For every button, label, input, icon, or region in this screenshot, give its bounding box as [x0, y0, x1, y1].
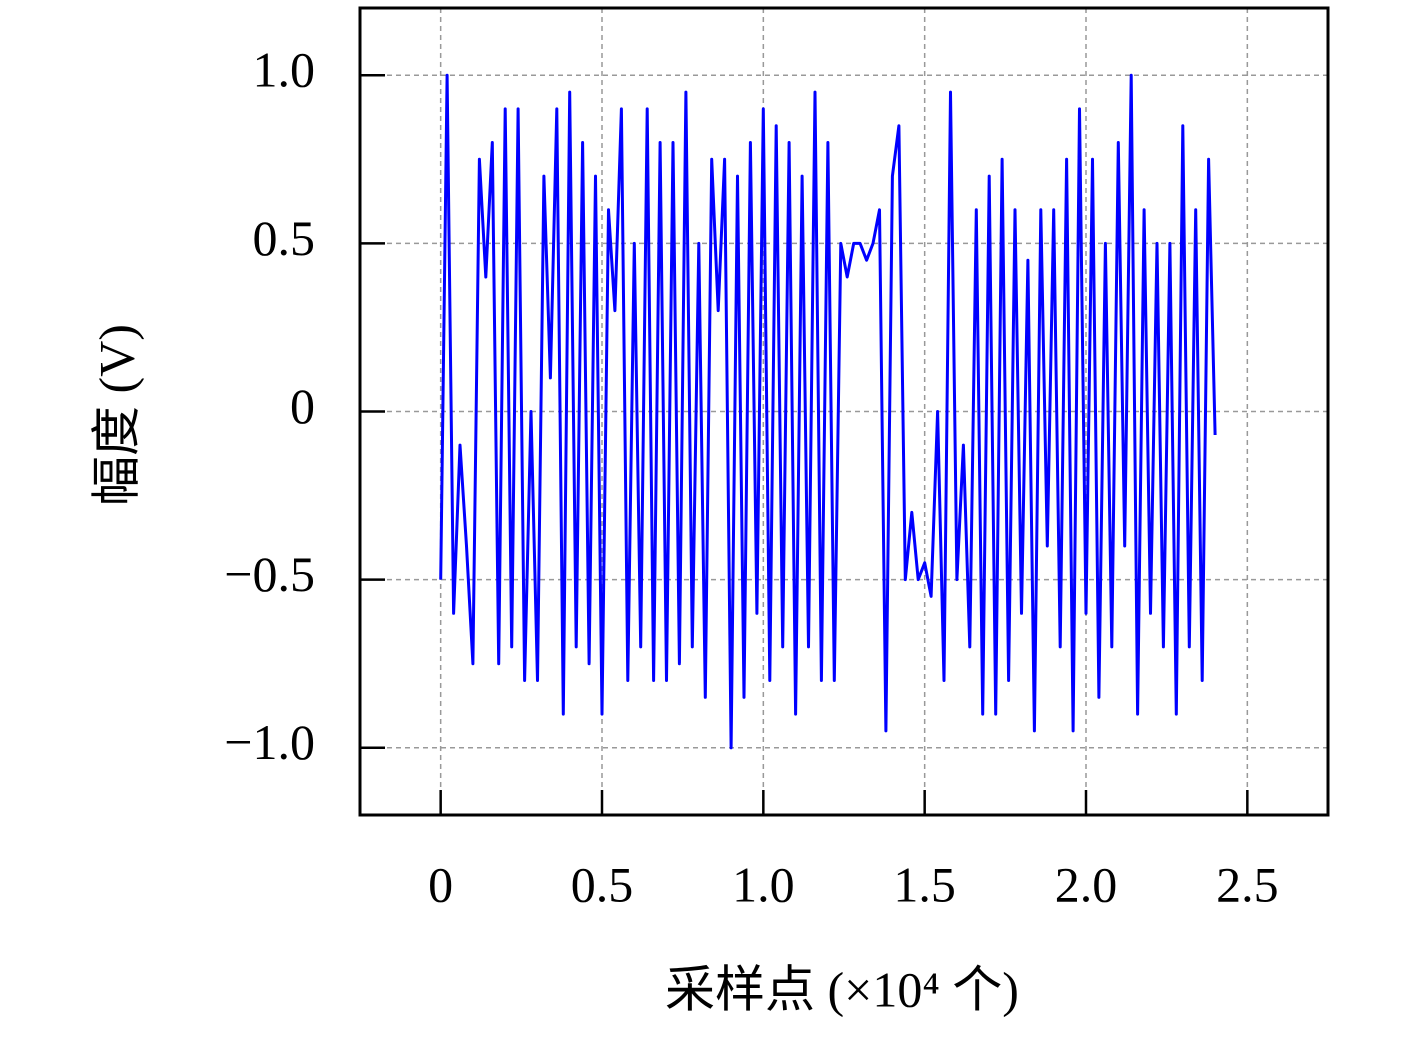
x-tick-label: 1.0: [732, 856, 795, 912]
y-tick-label: 0: [290, 378, 315, 434]
x-tick-label: 1.5: [893, 856, 956, 912]
signal-line: [439, 73, 1217, 750]
x-tick-label: 0.5: [571, 856, 634, 912]
x-axis-label: 采样点 (×10⁴ 个): [665, 961, 1019, 1017]
x-tick-label: 2.5: [1216, 856, 1279, 912]
x-tick-label: 2.0: [1055, 856, 1118, 912]
y-tick-label: 0.5: [253, 210, 316, 266]
x-tick-label: 0: [428, 856, 453, 912]
y-tick-label: 1.0: [253, 42, 316, 98]
plot-frame: [358, 6, 1330, 817]
y-axis-label: 幅度 (V): [88, 324, 144, 506]
y-tick-label: −0.5: [224, 546, 315, 602]
y-tick-label: −1.0: [224, 714, 315, 770]
